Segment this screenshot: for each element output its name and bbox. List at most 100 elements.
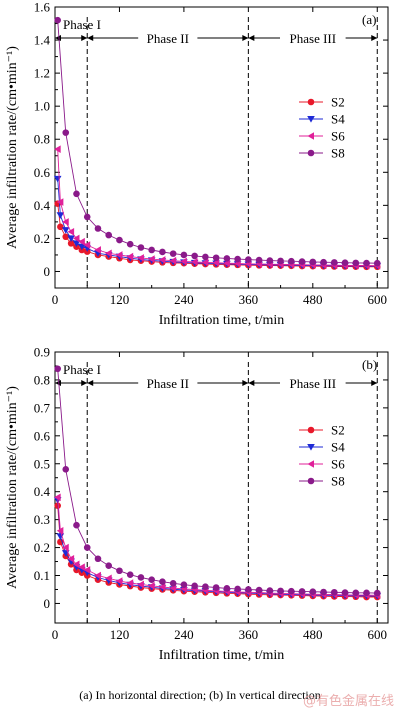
series-line-s6 [57, 149, 378, 267]
data-point-s8 [159, 578, 166, 585]
data-point-s8 [62, 129, 70, 136]
data-point-s6 [62, 543, 69, 552]
legend-label-s6: S6 [331, 457, 345, 472]
data-point-s6 [126, 252, 134, 261]
phase-arrow-head-left [87, 380, 94, 386]
legend-marker-s8 [307, 149, 315, 157]
figure-caption: (a) In horizontal direction; (b) In vert… [79, 688, 321, 702]
legend-marker-s2 [307, 98, 315, 106]
data-point-s6 [54, 145, 61, 153]
y-tick-label: 0 [44, 596, 51, 611]
series-line-s8 [57, 368, 378, 594]
data-point-s8 [105, 231, 113, 239]
data-point-s6 [94, 571, 101, 580]
phase-arrow-head-right [242, 35, 249, 41]
series-line-s6 [57, 497, 378, 596]
y-tick-label: 0.2 [34, 231, 50, 246]
y-tick-label: 0.6 [34, 428, 51, 443]
data-point-s8 [255, 586, 263, 594]
phase-label: Phase II [147, 31, 189, 46]
y-tick-label: 0.4 [34, 484, 51, 499]
y-tick-label: 0.1 [34, 568, 50, 583]
x-tick-label: 480 [303, 627, 323, 642]
data-point-s8 [266, 587, 274, 594]
data-point-s6 [158, 256, 166, 264]
data-point-s4 [56, 212, 65, 219]
y-tick-label: 1.4 [34, 33, 51, 48]
data-point-s8 [137, 244, 145, 251]
phase-arrow-head-right [371, 380, 378, 386]
data-point-s8 [148, 246, 155, 254]
data-point-s8 [212, 254, 220, 262]
data-point-s8 [180, 251, 188, 259]
data-point-s8 [126, 571, 134, 578]
data-point-s6 [72, 234, 80, 243]
data-point-s2 [62, 233, 70, 241]
data-point-s8 [169, 250, 177, 257]
y-tick-label: 0.2 [34, 540, 50, 555]
legend-label-s2: S2 [331, 423, 345, 438]
phase-label-bg [138, 376, 198, 390]
series-line-s4 [57, 178, 378, 267]
panel-tag: (a) [362, 12, 376, 27]
data-point-s8 [255, 256, 263, 264]
data-point-s8 [234, 255, 241, 263]
legend-marker-s2 [307, 426, 315, 434]
data-point-s4 [56, 533, 65, 540]
data-point-s8 [298, 588, 306, 595]
data-point-s8 [116, 567, 123, 575]
data-point-s6 [137, 580, 144, 589]
data-point-s8 [277, 257, 284, 265]
phase-arrow-head-left [248, 35, 255, 41]
data-point-s8 [245, 586, 252, 593]
legend-marker-s8 [307, 477, 315, 485]
data-point-s6 [56, 527, 64, 535]
data-point-s8 [223, 255, 231, 262]
phase-label-bg [280, 31, 346, 45]
data-point-s8 [191, 582, 198, 590]
y-tick-label: 1.0 [34, 99, 50, 114]
chart-panel-a: 0 120 240 360 480 600 0 0.2 0.4 0.6 0.8 1.0 1.2 1.4 1.… [5, 0, 389, 328]
data-point-s6 [62, 218, 69, 226]
data-point-s6 [126, 579, 134, 587]
legend-marker-s6 [307, 460, 314, 468]
x-tick-label: 0 [52, 292, 59, 307]
data-point-s8 [126, 240, 134, 248]
x-tick-label: 240 [174, 292, 194, 307]
phase-arrow-head-right [81, 380, 88, 386]
data-point-s8 [116, 236, 123, 244]
data-point-s8 [245, 256, 252, 263]
data-point-s4 [78, 243, 86, 251]
x-tick-label: 120 [110, 627, 130, 642]
series-line-s8 [57, 20, 378, 264]
data-point-s8 [148, 576, 155, 583]
y-axis-label: Average infiltration rate/(cm•min⁻¹) [5, 46, 20, 249]
phase-label-bg [138, 31, 198, 45]
phase-label: Phase III [290, 31, 337, 46]
legend-label-s6: S6 [331, 129, 345, 144]
data-point-s6 [83, 241, 91, 249]
data-point-s6 [105, 249, 112, 258]
panel-tag: (b) [362, 357, 377, 372]
legend-marker-s4 [307, 116, 315, 123]
watermark: @有色金属在线 [302, 694, 394, 709]
data-point-s8 [363, 259, 370, 267]
data-point-s8 [83, 213, 91, 221]
data-point-s8 [94, 225, 102, 232]
data-point-s6 [137, 254, 144, 262]
phase-arrow-head-left [87, 35, 94, 41]
x-tick-label: 120 [110, 292, 130, 307]
legend-marker-s6 [307, 132, 314, 140]
data-point-s4 [72, 240, 81, 247]
y-tick-label: 0.8 [34, 372, 50, 387]
data-point-s8 [277, 587, 284, 595]
legend-label-s8: S8 [331, 474, 345, 489]
chart-panel-b: 0 120 240 360 480 600 0 0.1 0.2 0.3 0.4 0.5 0.6 0.7 0.… [5, 345, 389, 663]
data-point-s8 [62, 466, 70, 473]
phase-label: Phase III [290, 376, 337, 391]
data-point-s8 [330, 588, 338, 596]
data-point-s8 [169, 580, 177, 587]
data-point-s8 [159, 248, 166, 256]
x-tick-label: 0 [52, 627, 59, 642]
data-point-s8 [309, 258, 317, 266]
